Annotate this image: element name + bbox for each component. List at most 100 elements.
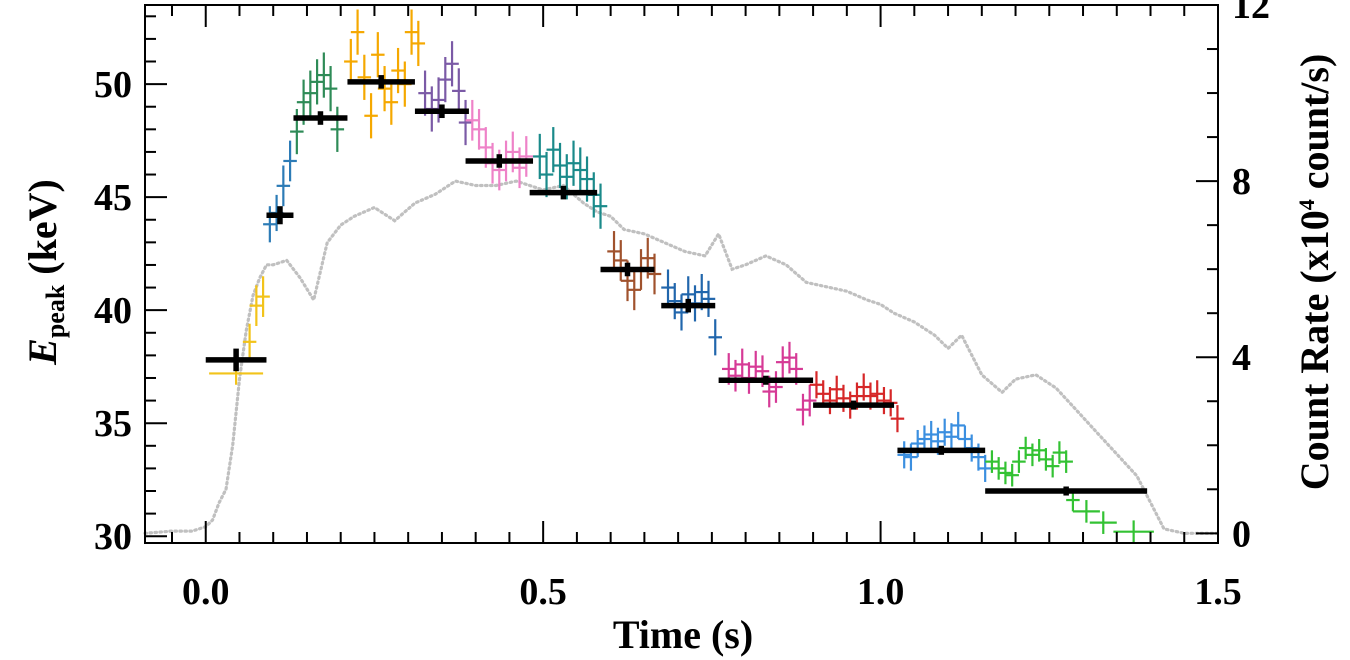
data-point <box>573 147 588 193</box>
data-point <box>951 411 965 440</box>
data-point <box>263 206 277 243</box>
data-point <box>701 280 716 317</box>
y-tick-label: 30 <box>94 516 132 558</box>
data-point <box>411 20 426 67</box>
data-point <box>445 41 459 87</box>
data-point <box>533 133 547 180</box>
data-point <box>330 106 345 152</box>
light-curve-line <box>143 179 1220 535</box>
data-point <box>769 371 783 403</box>
series-bin5 <box>418 41 473 146</box>
data-point <box>452 68 466 114</box>
y-tick-label: 50 <box>94 64 132 106</box>
data-point <box>364 93 378 139</box>
data-series-layer <box>205 9 1154 543</box>
integrated-bin-point <box>414 104 469 119</box>
data-point <box>1012 450 1026 473</box>
data-point <box>1059 450 1073 473</box>
data-point <box>1039 448 1053 471</box>
data-point <box>944 423 959 451</box>
y-tick-label: 45 <box>94 177 132 219</box>
y2-axis-title-superscript: 4 <box>1294 199 1319 210</box>
data-point <box>276 165 291 207</box>
data-point <box>998 461 1013 485</box>
x-tick-label: 0.0 <box>182 571 230 613</box>
data-point <box>317 52 331 98</box>
data-point <box>991 457 1006 480</box>
data-point <box>283 140 297 182</box>
y-axis-title-main: E <box>20 338 65 366</box>
data-point <box>1005 463 1019 487</box>
data-point <box>303 70 318 116</box>
data-point <box>796 393 810 426</box>
data-point <box>323 66 338 112</box>
data-point <box>404 9 419 55</box>
data-point <box>614 240 628 281</box>
data-point <box>242 323 257 360</box>
light-curve-layer <box>143 179 1220 535</box>
data-point <box>748 350 763 383</box>
data-point <box>661 269 675 306</box>
x-tick-label: 1.0 <box>857 571 905 613</box>
integrated-bin-point <box>897 445 986 455</box>
y2-axis-title: Count Rate (x104 count/s) <box>1292 54 1337 491</box>
data-point <box>553 142 567 189</box>
data-point <box>627 269 642 311</box>
y-tick-label: 35 <box>94 403 132 445</box>
y2-tick-label: 4 <box>1232 337 1251 379</box>
data-point <box>775 346 790 378</box>
data-point <box>1045 454 1060 478</box>
data-point <box>735 348 749 381</box>
x-tick-label: 0.5 <box>519 571 567 613</box>
data-point <box>1052 441 1067 464</box>
data-point <box>823 387 837 415</box>
integrated-bin-point <box>266 206 294 225</box>
plot-frame <box>144 4 1219 544</box>
data-point <box>357 54 372 100</box>
data-point <box>371 32 385 78</box>
y-axis-title: Epeak (keV) <box>20 179 70 366</box>
data-point <box>310 59 324 105</box>
x-axis-title: Time (s) <box>613 612 753 657</box>
series-bin3 <box>290 52 345 155</box>
y2-axis-title-after: count/s) <box>1292 54 1337 200</box>
integrated-bin-point <box>661 298 716 313</box>
data-point <box>607 231 621 272</box>
data-point <box>978 454 992 482</box>
y-axis-title-unit: (keV) <box>20 179 65 285</box>
data-point <box>1113 520 1154 543</box>
data-point <box>708 319 722 356</box>
series-bin12 <box>897 411 992 482</box>
series-bin9 <box>661 269 722 356</box>
y2-tick-label: 0 <box>1232 513 1251 555</box>
data-point <box>647 253 662 295</box>
integrated-bin-point <box>347 75 415 89</box>
y2-axis-title-before: Count Rate (x10 <box>1292 210 1337 490</box>
data-point <box>924 420 938 449</box>
data-point <box>897 441 911 469</box>
series-bin7 <box>533 127 608 229</box>
y2-tick-label: 8 <box>1232 161 1251 203</box>
data-point <box>539 151 554 198</box>
data-point <box>458 99 473 146</box>
data-point <box>431 77 446 123</box>
data-point <box>1032 439 1046 462</box>
data-point <box>985 450 999 473</box>
data-point <box>350 9 365 55</box>
data-point <box>519 136 534 177</box>
data-point <box>877 387 891 415</box>
data-point <box>249 285 264 326</box>
data-point <box>1089 511 1117 534</box>
series-bin6 <box>465 99 534 191</box>
series-bin4 <box>344 9 426 139</box>
series-Time-integrated bins <box>205 75 1148 496</box>
data-point <box>384 79 399 125</box>
data-point <box>512 147 527 189</box>
y-tick-label: 40 <box>94 290 132 332</box>
data-point <box>566 140 581 186</box>
series-bin2 <box>263 140 297 243</box>
data-point <box>593 183 608 229</box>
integrated-bin-point <box>985 486 1148 496</box>
series-bin10 <box>721 341 817 426</box>
